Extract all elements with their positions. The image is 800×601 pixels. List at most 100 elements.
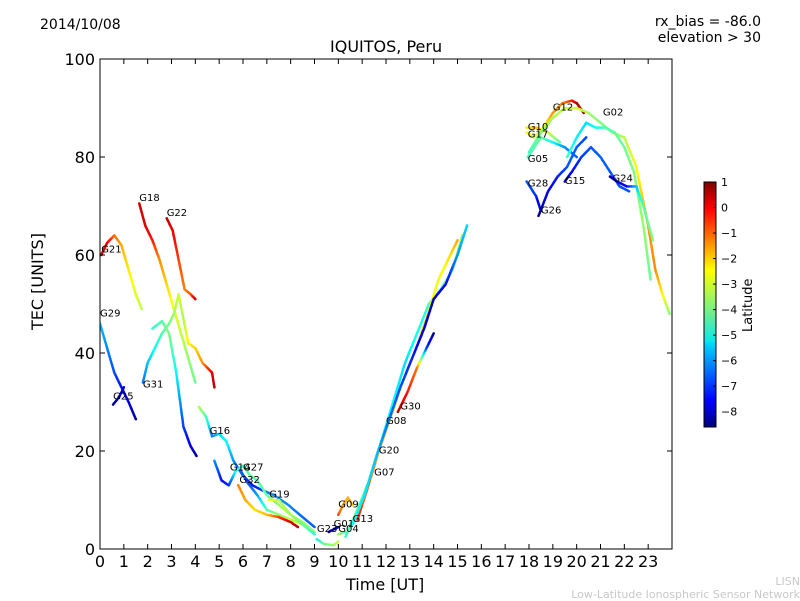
data-point (313, 525, 316, 529)
data-point (465, 224, 469, 227)
x-tick-label: 17 (495, 552, 515, 571)
series-G24 (608, 175, 655, 242)
series-G01 (327, 525, 340, 534)
colorbar-tick-label: 1 (721, 176, 728, 189)
series-G25 (111, 386, 126, 406)
data-point (456, 239, 459, 242)
series-G02 (565, 121, 652, 281)
sat-label-G10: G10 (528, 122, 548, 133)
series-G08 (351, 224, 469, 526)
y-tick-label: 0 (85, 540, 95, 559)
colorbar (703, 181, 717, 428)
data-point (194, 381, 197, 384)
colorbar-tick-label: −7 (721, 380, 737, 393)
data-point (558, 141, 562, 144)
sat-label-G26: G26 (541, 205, 561, 216)
sat-label-G07: G07 (374, 468, 394, 479)
series-G26 (537, 136, 588, 218)
series-G17 (525, 99, 586, 139)
x-tick-label: 0 (95, 552, 105, 571)
sat-label-G09: G09 (338, 499, 358, 510)
series-G31 (141, 292, 216, 389)
x-tick-label: 4 (190, 552, 200, 571)
colorbar-tick-label: −5 (721, 329, 737, 342)
sat-label-G18: G18 (139, 193, 159, 204)
sat-label-G16: G16 (210, 426, 230, 437)
data-point (651, 239, 655, 242)
sat-label-G17: G17 (528, 129, 548, 140)
x-tick-label: 21 (590, 552, 610, 571)
sat-label-G15: G15 (565, 176, 585, 187)
x-tick-label: 11 (352, 552, 372, 571)
series-G05 (526, 136, 578, 159)
x-axis-label: Time [UT] (346, 575, 425, 594)
y-ticks: 0 20 40 60 80 100 (64, 50, 672, 559)
x-tick-label: 19 (543, 552, 563, 571)
x-tick-label: 3 (166, 552, 176, 571)
sat-label-G01: G01 (334, 519, 354, 530)
sat-label-G23: G23 (317, 524, 337, 535)
sat-label-G13: G13 (353, 514, 373, 525)
data-point (351, 503, 354, 507)
x-tick-label: 2 (143, 552, 153, 571)
colorbar-tick-label: −4 (721, 304, 737, 317)
x-tick-label: 9 (309, 552, 319, 571)
data-point (195, 454, 198, 458)
colorbar-tick-label: −3 (721, 278, 737, 291)
data-point (134, 417, 138, 421)
colorbar-tick-label: −1 (721, 227, 737, 240)
sat-label-G08: G08 (386, 416, 406, 427)
x-tick-label: 18 (519, 552, 539, 571)
data-point (627, 190, 631, 193)
series-G15 (563, 145, 631, 193)
series-G29b (151, 319, 198, 458)
rx-bias-block: rx_bias = -86.0 elevation > 30 (655, 14, 761, 46)
x-tick-label: 14 (423, 552, 443, 571)
sat-label-G29: G29 (100, 308, 120, 319)
elevation-label: elevation > 30 (657, 30, 761, 46)
series-G09 (337, 496, 354, 516)
x-tick-label: 16 (471, 552, 491, 571)
series-G30 (396, 332, 436, 414)
y-tick-label: 20 (75, 442, 95, 461)
sat-label-G05: G05 (528, 154, 548, 165)
series-layer (100, 99, 671, 547)
colorbar-tick-label: −6 (721, 355, 737, 368)
chart-title: IQUITOS, Peru (330, 37, 443, 56)
series-G04 (337, 530, 347, 536)
sat-label-G25: G25 (113, 392, 133, 403)
sat-label-G27: G27 (243, 463, 263, 474)
watermark-full: Low-Latitude Ionospheric Sensor Network (571, 588, 800, 601)
sat-label-G14: G14 (230, 463, 250, 474)
x-tick-label: 5 (214, 552, 224, 571)
sat-label-G04: G04 (338, 524, 358, 535)
colorbar-ticks: 1 0 −1 −2 −3 −4 −5 −6 −7 −8 (713, 176, 737, 419)
colorbar-tick-label: −2 (721, 253, 737, 266)
series-G32 (236, 484, 300, 529)
data-point (140, 307, 143, 311)
series-G23 (315, 537, 340, 547)
series-G18 (138, 202, 197, 384)
data-point (313, 533, 316, 536)
x-tick-label: 6 (238, 552, 248, 571)
x-tick-label: 20 (566, 552, 586, 571)
x-ticks: 0 1 2 3 4 5 6 7 8 9 10 11 12 13 14 15 16 17 18 19 20 21 22 23 (95, 59, 658, 571)
y-tick-label: 80 (75, 148, 95, 167)
sat-label-G31: G31 (143, 379, 163, 390)
series-G21 (100, 234, 143, 311)
data-point (122, 386, 126, 389)
x-tick-label: 22 (614, 552, 634, 571)
sat-label-G21: G21 (101, 245, 121, 256)
sat-label-G24: G24 (612, 174, 632, 185)
data-point (575, 155, 578, 159)
rx-bias-label: rx_bias = -86.0 (654, 14, 761, 30)
y-tick-label: 40 (75, 344, 95, 363)
sat-label-G32: G32 (239, 475, 259, 486)
x-tick-label: 23 (638, 552, 658, 571)
data-point (432, 332, 436, 335)
sat-label-G30: G30 (400, 401, 420, 412)
series-G22 (165, 217, 197, 301)
series-G28 (525, 180, 543, 213)
y-tick-label: 60 (75, 246, 95, 265)
